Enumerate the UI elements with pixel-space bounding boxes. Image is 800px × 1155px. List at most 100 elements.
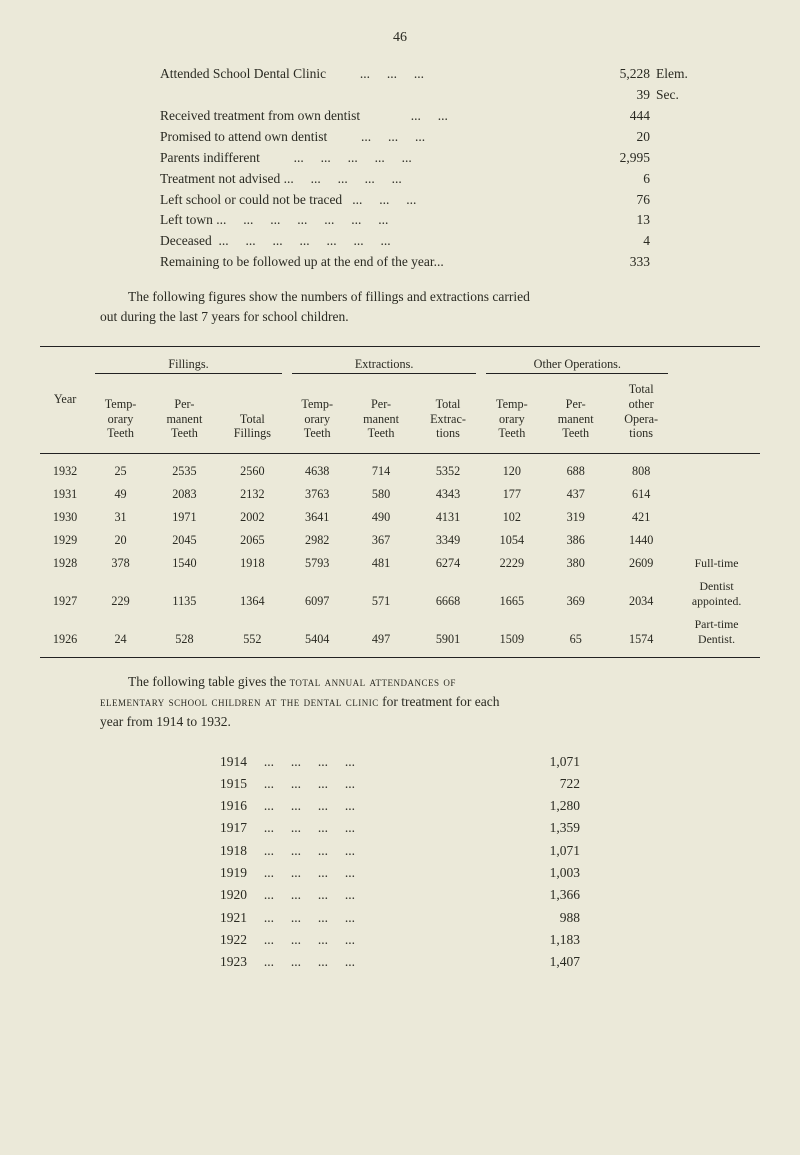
stat-value: 4 [592, 231, 650, 252]
cell: 1930 [40, 506, 90, 529]
col-header: Per-manentTeeth [348, 378, 415, 445]
year-label: 1916 ... ... ... ... [220, 795, 520, 817]
cell: 1509 [481, 613, 542, 651]
paragraph-2: The following table gives the total annu… [100, 672, 720, 733]
year-row: 1921 ... ... ... ...988 [220, 907, 580, 929]
stat-row: Deceased ... ... ... ... ... ... ...4 [160, 231, 700, 252]
cell: 3763 [287, 483, 348, 506]
year-label: 1917 ... ... ... ... [220, 817, 520, 839]
stat-value: 6 [592, 169, 650, 190]
stat-value: 5,228 [592, 64, 650, 85]
cell: 688 [542, 453, 609, 483]
stat-value: 20 [592, 127, 650, 148]
year-row: 1916 ... ... ... ...1,280 [220, 795, 580, 817]
cell: 24 [90, 613, 151, 651]
stat-value: 333 [592, 252, 650, 273]
cell: 1932 [40, 453, 90, 483]
col-header: Temp-oraryTeeth [90, 378, 151, 445]
cell: 380 [542, 552, 609, 575]
cell: 31 [90, 506, 151, 529]
cell: 4638 [287, 453, 348, 483]
cell: 369 [542, 575, 609, 613]
cell: 714 [348, 453, 415, 483]
stat-value: 76 [592, 190, 650, 211]
group-fillings: Fillings. [90, 353, 287, 379]
year-label: 1915 ... ... ... ... [220, 773, 520, 795]
cell: 571 [348, 575, 415, 613]
cell: 2034 [609, 575, 673, 613]
row-note [673, 453, 760, 483]
cell: 580 [348, 483, 415, 506]
stat-row: Left school or could not be traced ... .… [160, 190, 700, 211]
col-year: Year [40, 353, 90, 445]
year-label: 1923 ... ... ... ... [220, 951, 520, 973]
year-value: 1,071 [520, 751, 580, 773]
table-top-rule [40, 346, 760, 347]
cell: 552 [218, 613, 287, 651]
cell: 437 [542, 483, 609, 506]
row-note: Full-time [673, 552, 760, 575]
paragraph-1: The following figures show the numbers o… [100, 287, 720, 328]
cell: 367 [348, 529, 415, 552]
stat-row: Parents indifferent ... ... ... ... ...2… [160, 148, 700, 169]
cell: 1540 [151, 552, 218, 575]
cell: 1574 [609, 613, 673, 651]
cell: 102 [481, 506, 542, 529]
table-bottom-rule [40, 657, 760, 658]
cell: 2083 [151, 483, 218, 506]
cell: 490 [348, 506, 415, 529]
cell: 1931 [40, 483, 90, 506]
stat-row: Attended School Dental Clinic ... ... ..… [160, 64, 700, 85]
cell: 120 [481, 453, 542, 483]
year-row: 1919 ... ... ... ...1,003 [220, 862, 580, 884]
stat-label: Treatment not advised ... ... ... ... ..… [160, 169, 592, 190]
stat-label: Remaining to be followed up at the end o… [160, 252, 592, 273]
stats-block: Attended School Dental Clinic ... ... ..… [160, 64, 700, 273]
year-value: 1,003 [520, 862, 580, 884]
stat-row: 39Sec. [160, 85, 700, 106]
cell: 177 [481, 483, 542, 506]
cell: 6274 [415, 552, 482, 575]
stat-row: Treatment not advised ... ... ... ... ..… [160, 169, 700, 190]
year-row: 1914 ... ... ... ...1,071 [220, 751, 580, 773]
cell: 1926 [40, 613, 90, 651]
para2-line1: The following table gives the total annu… [100, 672, 720, 692]
cell: 229 [90, 575, 151, 613]
cell: 528 [151, 613, 218, 651]
stat-row: Promised to attend own dentist ... ... .… [160, 127, 700, 148]
cell: 614 [609, 483, 673, 506]
cell: 6668 [415, 575, 482, 613]
cell: 1918 [218, 552, 287, 575]
col-notes [673, 353, 760, 445]
stat-label: Received treatment from own dentist ... … [160, 106, 592, 127]
stat-note: Elem. [650, 64, 700, 85]
cell: 1440 [609, 529, 673, 552]
year-row: 1917 ... ... ... ...1,359 [220, 817, 580, 839]
cell: 481 [348, 552, 415, 575]
cell: 2002 [218, 506, 287, 529]
row-note [673, 483, 760, 506]
year-value: 988 [520, 907, 580, 929]
stat-value: 13 [592, 210, 650, 231]
group-other: Other Operations. [481, 353, 673, 379]
cell: 1929 [40, 529, 90, 552]
stat-value: 444 [592, 106, 650, 127]
table-row: 1930311971200236414904131102319421 [40, 506, 760, 529]
stat-label: Left school or could not be traced ... .… [160, 190, 592, 211]
year-label: 1919 ... ... ... ... [220, 862, 520, 884]
stat-row: Remaining to be followed up at the end o… [160, 252, 700, 273]
cell: 6097 [287, 575, 348, 613]
table-row: 1931492083213237635804343177437614 [40, 483, 760, 506]
col-header: TotalFillings [218, 378, 287, 445]
year-value: 1,366 [520, 884, 580, 906]
year-block: 1914 ... ... ... ...1,0711915 ... ... ..… [220, 751, 580, 974]
year-value: 722 [520, 773, 580, 795]
row-note [673, 529, 760, 552]
stat-label: Attended School Dental Clinic ... ... ..… [160, 64, 592, 85]
cell: 1135 [151, 575, 218, 613]
year-value: 1,407 [520, 951, 580, 973]
cell: 2229 [481, 552, 542, 575]
stat-value: 39 [592, 85, 650, 106]
para2-line3: year from 1914 to 1932. [100, 714, 231, 729]
cell: 386 [542, 529, 609, 552]
